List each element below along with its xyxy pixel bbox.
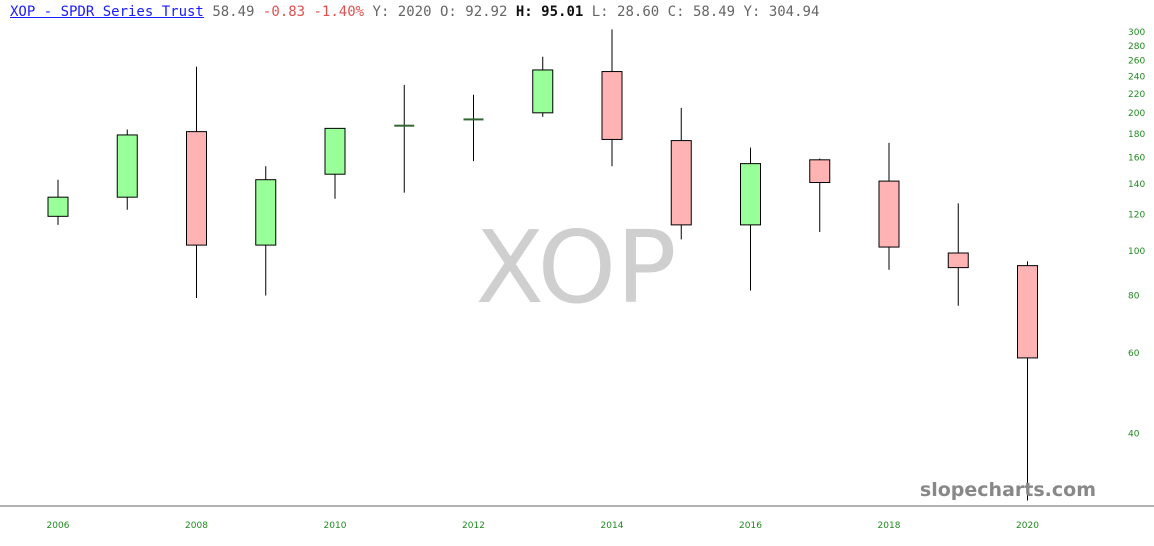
y-tick-280: 280 — [1128, 42, 1145, 52]
candle-2017[interactable] — [809, 158, 831, 233]
candle-2016[interactable] — [740, 147, 761, 291]
low-value: 28.60 — [617, 4, 660, 20]
candle-body-2019 — [947, 252, 969, 269]
candle-2013[interactable] — [532, 56, 554, 117]
cursor-y-value: Y: 304.94 — [743, 4, 820, 20]
x-tick-2010: 2010 — [324, 521, 347, 531]
x-axis: 2006 2008 2010 2012 2014 2016 2018 2020 — [47, 521, 1040, 531]
candle-2020[interactable] — [1017, 261, 1038, 501]
x-tick-2008: 2008 — [185, 521, 208, 531]
candle-body-2006 — [47, 196, 69, 217]
high-value: 95.01 — [541, 4, 584, 20]
candle-2012[interactable] — [463, 94, 484, 162]
candle-2019[interactable] — [947, 203, 969, 306]
candle-body-2015 — [670, 140, 692, 226]
x-tick-2006: 2006 — [47, 521, 70, 531]
y-tick-40: 40 — [1128, 430, 1140, 440]
candle-body-2012 — [463, 118, 484, 121]
candle-body-2020 — [1017, 265, 1038, 359]
quote-header: XOP - SPDR Series Trust 58.49 -0.83 -1.4… — [10, 4, 819, 22]
candle-2006[interactable] — [47, 179, 69, 225]
period-year: Y: 2020 — [372, 4, 432, 20]
candle-2008[interactable] — [186, 66, 207, 298]
open-value: 92.92 — [465, 4, 508, 20]
price-change: -0.83 — [262, 4, 306, 20]
y-tick-200: 200 — [1128, 109, 1145, 119]
y-tick-140: 140 — [1128, 180, 1145, 190]
last-price: 58.49 — [212, 4, 255, 20]
y-axis: 300 280 260 240 220 200 180 160 140 120 100 80 60 40 — [1128, 28, 1145, 440]
brand-watermark: slopecharts.com — [920, 479, 1096, 501]
x-tick-2020: 2020 — [1016, 521, 1039, 531]
candle-2018[interactable] — [878, 142, 900, 270]
candle-body-2018 — [878, 180, 900, 248]
candle-body-2009 — [255, 179, 277, 246]
y-tick-100: 100 — [1128, 247, 1145, 257]
candle-body-2016 — [740, 163, 761, 226]
candle-body-2010 — [324, 127, 346, 175]
candle-2007[interactable] — [116, 129, 138, 210]
candle-body-2008 — [186, 131, 207, 246]
candle-body-2014 — [601, 71, 623, 140]
candle-2015[interactable] — [670, 107, 692, 240]
x-tick-2016: 2016 — [739, 521, 762, 531]
candle-2014[interactable] — [601, 29, 623, 167]
candle-body-2011 — [394, 124, 415, 127]
x-tick-2014: 2014 — [601, 521, 624, 531]
close-value: 58.49 — [692, 4, 736, 20]
y-tick-300: 300 — [1128, 28, 1145, 38]
candle-2010[interactable] — [324, 127, 346, 199]
candles-layer — [47, 29, 1038, 501]
y-tick-120: 120 — [1128, 211, 1145, 221]
close-label: C: — [667, 4, 685, 20]
candle-body-2007 — [116, 134, 138, 198]
price-change-percent: -1.40% — [313, 4, 365, 20]
y-tick-180: 180 — [1128, 130, 1145, 140]
y-tick-240: 240 — [1128, 72, 1145, 82]
y-tick-220: 220 — [1128, 90, 1145, 100]
y-tick-260: 260 — [1128, 57, 1145, 67]
x-tick-2012: 2012 — [462, 521, 485, 531]
low-label: L: — [591, 4, 609, 20]
y-tick-60: 60 — [1128, 349, 1140, 359]
ticker-watermark: XOP — [475, 209, 676, 326]
y-tick-80: 80 — [1128, 291, 1140, 301]
high-label: H: — [515, 4, 533, 20]
candle-2011[interactable] — [394, 84, 415, 193]
y-tick-160: 160 — [1128, 153, 1145, 163]
x-tick-2018: 2018 — [878, 521, 901, 531]
candle-body-2013 — [532, 69, 554, 114]
candle-2009[interactable] — [255, 166, 277, 296]
candle-body-2017 — [809, 159, 831, 184]
open-label: O: — [439, 4, 457, 20]
ticker-link[interactable]: XOP - SPDR Series Trust — [10, 4, 204, 20]
